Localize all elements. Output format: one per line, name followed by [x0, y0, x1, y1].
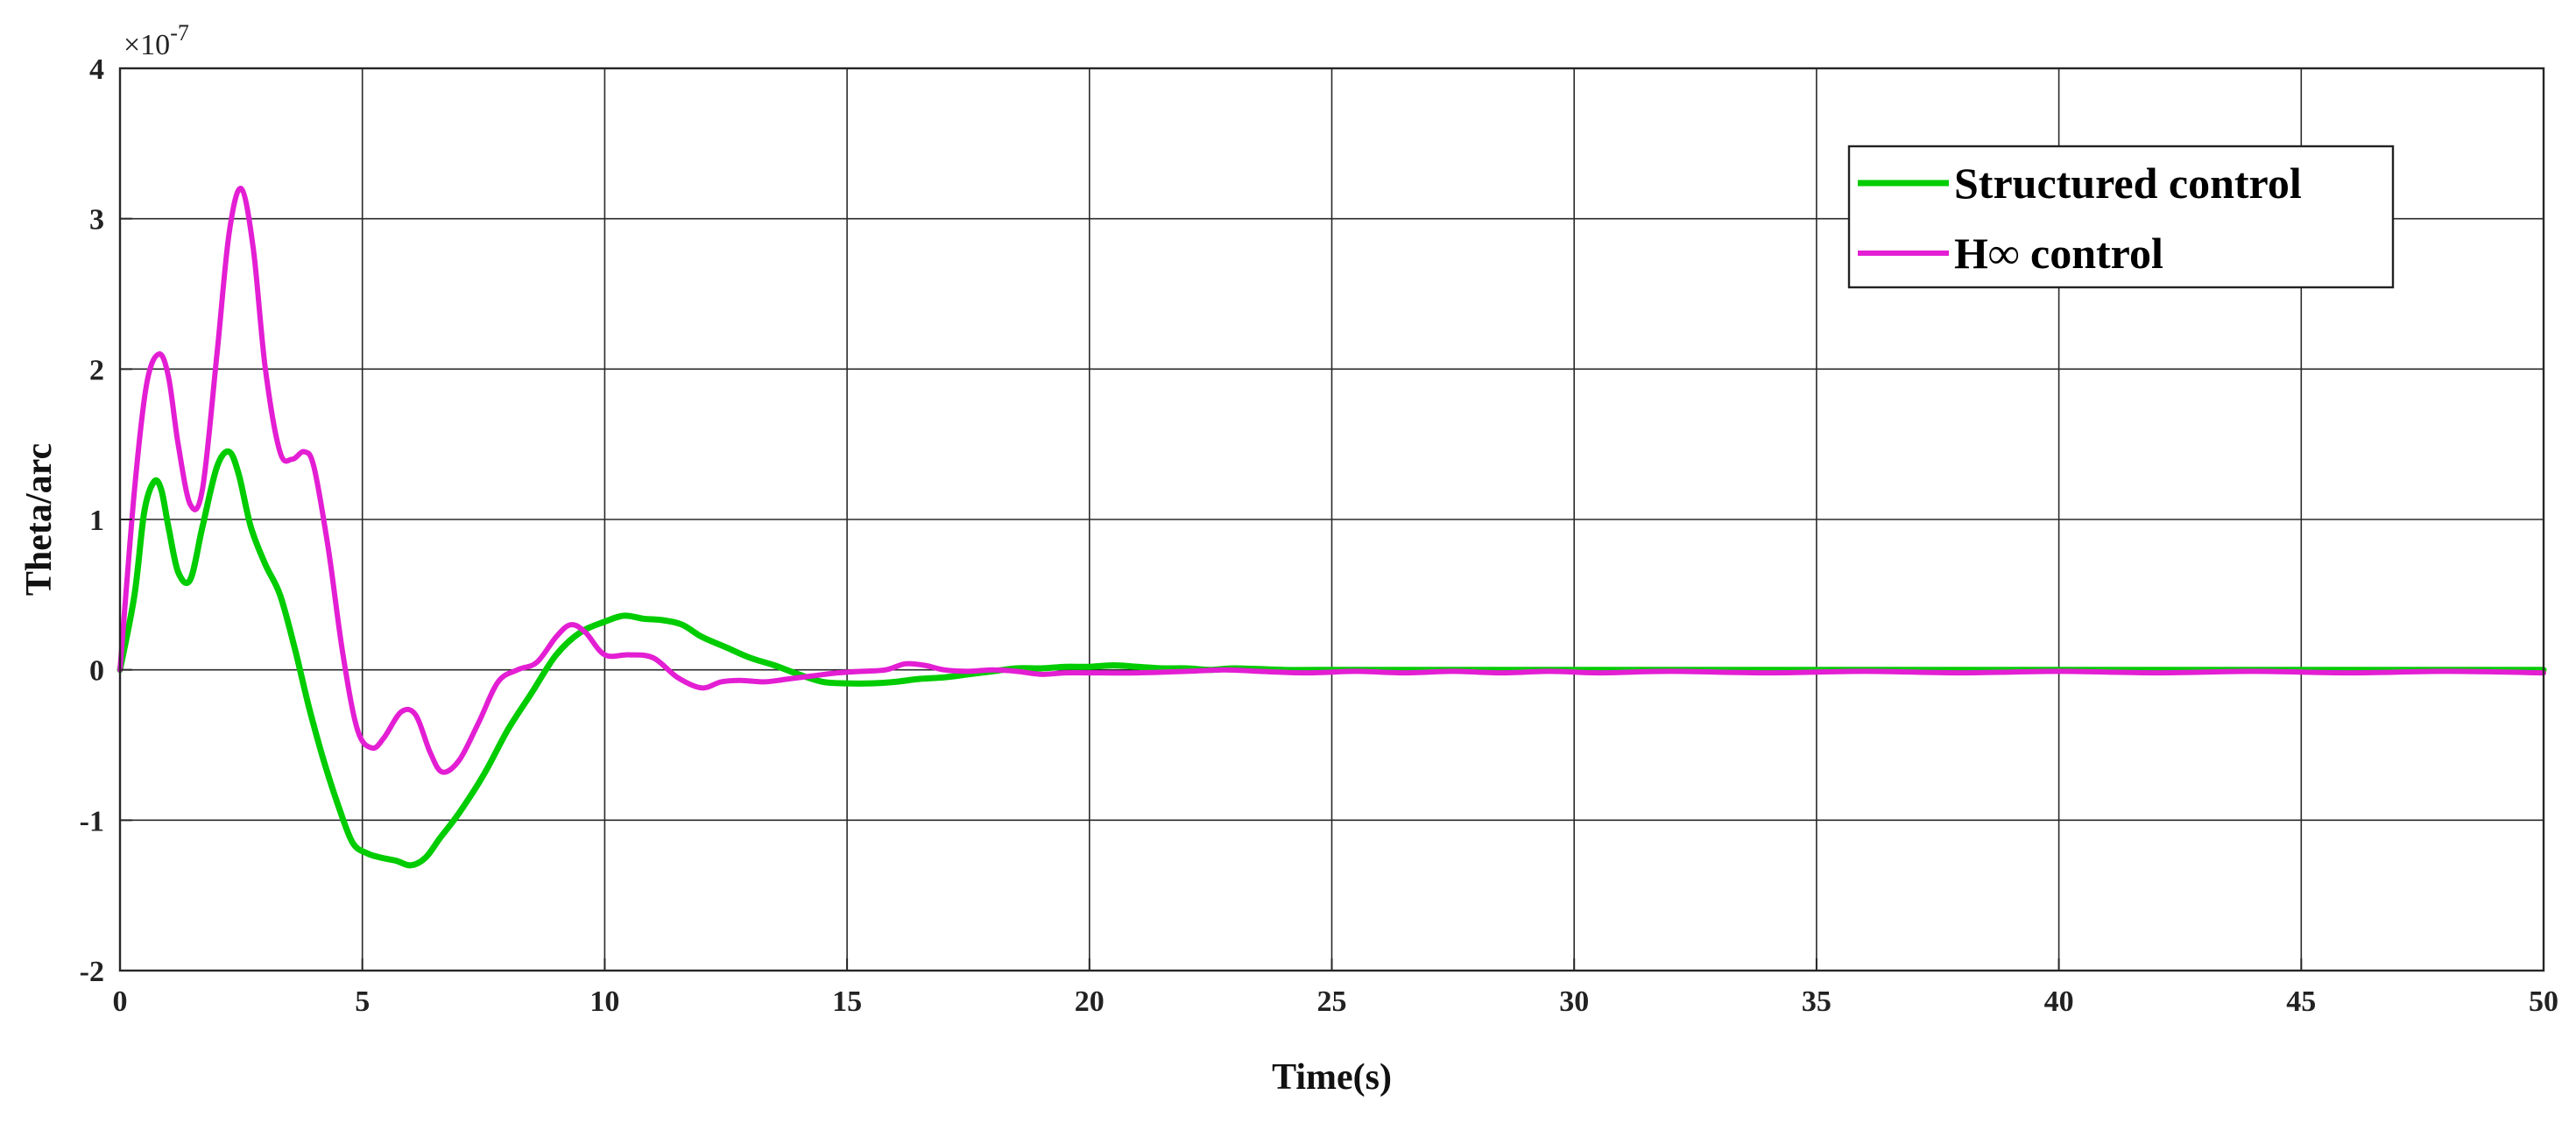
x-tick-label: 20: [1075, 985, 1105, 1018]
x-axis-ticks: 0 5 10 15 20 25 30 35 40 45 50: [113, 958, 2558, 1018]
y-tick-label: 0: [89, 655, 104, 688]
y-tick-label: -1: [80, 805, 104, 837]
x-tick-label: 45: [2286, 985, 2316, 1018]
x-tick-label: 35: [1802, 985, 1831, 1018]
legend-label-structured-control: Structured control: [1954, 159, 2302, 208]
legend-box: [1847, 145, 2395, 289]
legend: Structured control H∞ control: [1847, 145, 2395, 289]
y-tick-label: 2: [89, 354, 104, 386]
x-tick-label: 10: [589, 985, 619, 1018]
series-layer: [116, 186, 2547, 869]
y-axis-label: Theta/arc: [19, 443, 60, 596]
series-line-h-infinity-control: [117, 186, 2546, 775]
x-axis-label: Time(s): [1272, 1057, 1392, 1098]
y-axis-ticks: -2 -1 0 1 2 3 4: [80, 53, 132, 988]
y-tick-label: 4: [89, 53, 104, 86]
x-tick-label: 30: [1559, 985, 1589, 1018]
x-tick-label: 5: [355, 985, 370, 1018]
y-tick-label: 1: [89, 505, 104, 537]
y-tick-label: -2: [80, 956, 104, 988]
x-tick-label: 40: [2044, 985, 2074, 1018]
y-axis-exponent: ×10-7: [124, 20, 189, 61]
x-tick-label: 0: [113, 985, 128, 1018]
y-axis-exponent-base: ×10: [124, 29, 170, 61]
x-tick-label: 15: [832, 985, 862, 1018]
x-tick-label: 25: [1317, 985, 1347, 1018]
y-tick-label: 3: [89, 204, 104, 237]
legend-label-h-infinity-control: H∞ control: [1954, 229, 2163, 278]
x-tick-label: 50: [2529, 985, 2558, 1018]
y-axis-exponent-power: -7: [170, 20, 189, 46]
